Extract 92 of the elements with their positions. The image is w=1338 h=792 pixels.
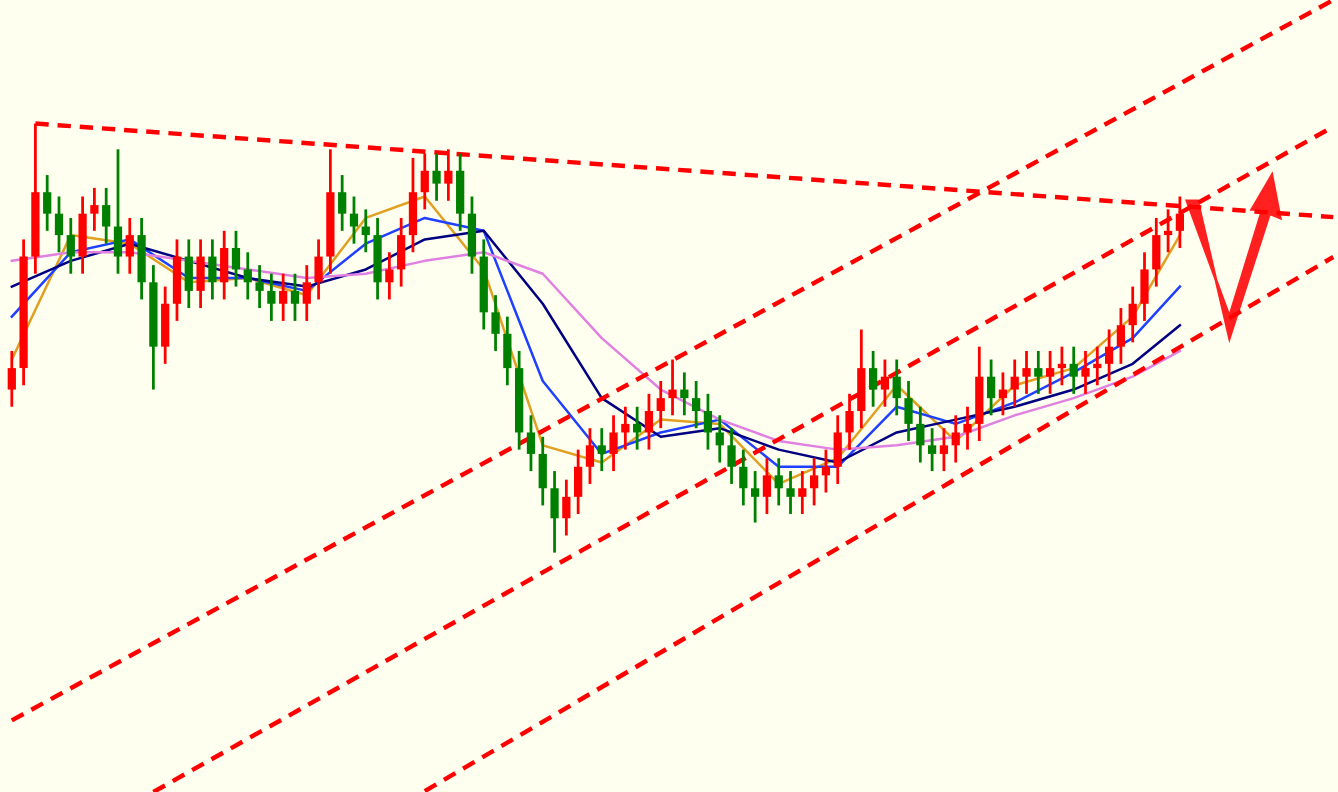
candlestick bbox=[491, 293, 500, 353]
candlestick bbox=[526, 413, 536, 473]
candlestick bbox=[880, 358, 890, 409]
candlestick bbox=[7, 349, 16, 409]
candlestick bbox=[314, 238, 323, 301]
candlestick bbox=[172, 238, 182, 323]
candlestick bbox=[1022, 349, 1031, 396]
candlestick bbox=[267, 272, 276, 323]
candlestick bbox=[1081, 349, 1090, 396]
candlestick bbox=[609, 413, 618, 473]
candlestick bbox=[1116, 306, 1126, 366]
candlestick bbox=[644, 392, 654, 452]
candlestick bbox=[786, 469, 795, 516]
candlestick bbox=[1034, 349, 1043, 396]
candlestick bbox=[951, 413, 960, 464]
candlestick bbox=[739, 448, 748, 507]
candlestick bbox=[633, 405, 642, 452]
candlestick bbox=[432, 152, 441, 203]
candlestick bbox=[125, 216, 134, 276]
candlestick bbox=[904, 379, 913, 443]
candlestick bbox=[349, 195, 359, 246]
candlestick bbox=[585, 426, 595, 486]
candlestick bbox=[692, 379, 701, 430]
candlestick bbox=[1057, 345, 1067, 387]
candlestick bbox=[161, 285, 170, 366]
candlestick bbox=[54, 195, 64, 254]
candlestick bbox=[963, 405, 972, 452]
candlestick bbox=[668, 358, 677, 417]
candlestick bbox=[361, 207, 370, 254]
candlestick bbox=[137, 216, 146, 301]
candlestick bbox=[1093, 345, 1102, 387]
candlestick bbox=[821, 448, 831, 494]
candlestick bbox=[385, 250, 394, 301]
candlestick bbox=[680, 371, 689, 417]
candlestick bbox=[810, 456, 819, 507]
candlestick bbox=[408, 156, 418, 254]
candlestick bbox=[845, 392, 854, 452]
candlestick bbox=[338, 173, 347, 233]
candlestick bbox=[302, 263, 311, 323]
candlestick bbox=[467, 195, 477, 276]
candlestick bbox=[255, 263, 264, 310]
candlestick bbox=[243, 250, 252, 301]
candlestick bbox=[621, 405, 630, 452]
candlestick bbox=[857, 328, 866, 430]
candlestick bbox=[290, 272, 300, 323]
candlestick bbox=[998, 371, 1008, 417]
candlestick bbox=[90, 186, 99, 233]
candlestick bbox=[798, 469, 807, 516]
candlestick bbox=[456, 152, 465, 233]
candlestick bbox=[66, 216, 75, 276]
candlestick bbox=[184, 238, 193, 310]
candlestick bbox=[1045, 349, 1055, 396]
candlestick bbox=[1010, 358, 1019, 409]
candlestick bbox=[715, 413, 724, 464]
candlestick bbox=[762, 456, 772, 516]
candlestick bbox=[208, 238, 217, 301]
candlestick bbox=[420, 152, 429, 211]
candlestick bbox=[78, 195, 87, 276]
candlestick bbox=[1069, 345, 1078, 396]
candlestick bbox=[703, 392, 713, 452]
candlestick bbox=[727, 426, 736, 486]
candlestick bbox=[550, 469, 559, 554]
candlestick bbox=[597, 426, 606, 473]
candlestick bbox=[939, 426, 949, 473]
candlestick bbox=[562, 478, 571, 537]
candlestick bbox=[231, 229, 241, 288]
candlestick bbox=[574, 448, 583, 516]
candlestick bbox=[373, 216, 382, 301]
candlestick bbox=[279, 272, 288, 323]
candlestick bbox=[397, 216, 406, 288]
candlestick bbox=[1152, 216, 1161, 288]
candlestick bbox=[986, 358, 996, 417]
candlestick bbox=[1140, 250, 1149, 323]
candlestick bbox=[927, 426, 937, 473]
candlestick bbox=[43, 173, 52, 233]
candlestick bbox=[538, 435, 547, 507]
candlestick bbox=[868, 349, 878, 409]
candlestick bbox=[892, 358, 901, 417]
candlestick bbox=[1128, 285, 1137, 344]
candlestick bbox=[656, 379, 665, 430]
candlestick bbox=[113, 147, 123, 276]
candlestick bbox=[102, 186, 111, 246]
candlestick bbox=[916, 405, 925, 464]
candlestick bbox=[751, 469, 760, 524]
candlestick bbox=[220, 229, 229, 301]
candlestick bbox=[833, 413, 842, 486]
candlestick bbox=[503, 315, 512, 387]
candlestick bbox=[444, 147, 453, 203]
candlestick bbox=[774, 456, 783, 507]
candlestick bbox=[1104, 328, 1114, 383]
candlestick bbox=[196, 238, 205, 310]
candlestick bbox=[975, 345, 984, 443]
